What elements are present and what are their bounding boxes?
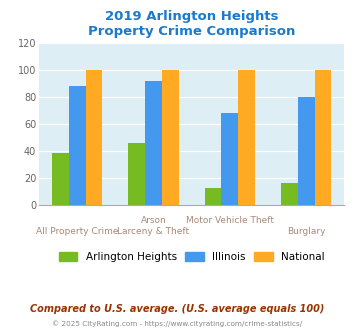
Bar	[298, 97, 315, 205]
Bar	[222, 113, 238, 205]
Bar	[281, 183, 298, 205]
Text: Arson: Arson	[141, 216, 166, 225]
Bar	[69, 86, 86, 205]
Bar	[238, 70, 255, 205]
Bar	[86, 70, 102, 205]
Bar	[315, 70, 331, 205]
Bar	[205, 188, 222, 205]
Bar	[52, 153, 69, 205]
Text: Compared to U.S. average. (U.S. average equals 100): Compared to U.S. average. (U.S. average …	[30, 304, 325, 314]
Legend: Arlington Heights, Illinois, National: Arlington Heights, Illinois, National	[59, 252, 325, 262]
Text: All Property Crime: All Property Crime	[36, 227, 119, 236]
Text: Larceny & Theft: Larceny & Theft	[118, 227, 190, 236]
Text: Burglary: Burglary	[287, 227, 326, 236]
Text: Motor Vehicle Theft: Motor Vehicle Theft	[186, 216, 274, 225]
Bar	[162, 70, 179, 205]
Text: © 2025 CityRating.com - https://www.cityrating.com/crime-statistics/: © 2025 CityRating.com - https://www.city…	[53, 320, 302, 327]
Title: 2019 Arlington Heights
Property Crime Comparison: 2019 Arlington Heights Property Crime Co…	[88, 10, 295, 38]
Bar	[129, 143, 145, 205]
Bar	[145, 81, 162, 205]
